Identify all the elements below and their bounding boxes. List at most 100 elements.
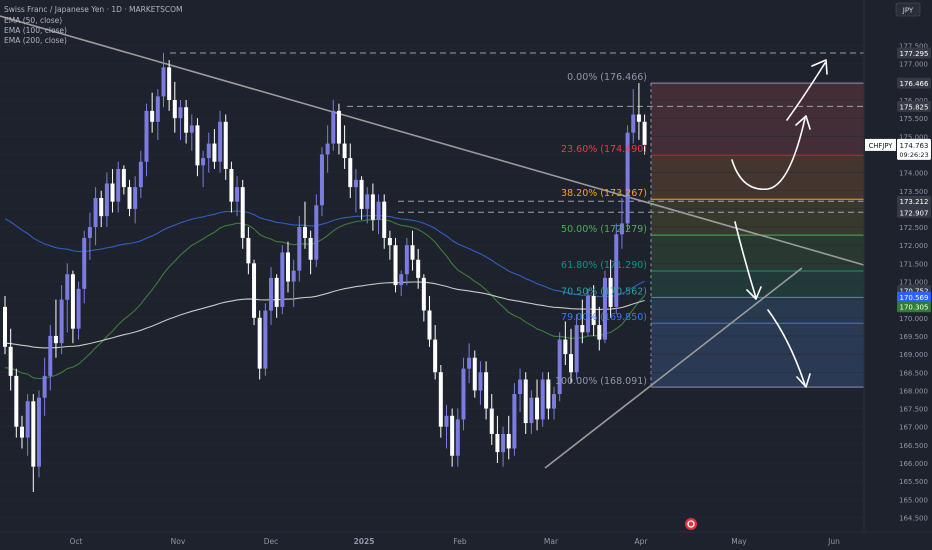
candle-body xyxy=(286,252,290,282)
currency-button-box[interactable] xyxy=(895,2,921,17)
ascending-trendline[interactable] xyxy=(544,267,803,469)
candle-body xyxy=(257,317,262,369)
candle-body xyxy=(331,110,336,144)
price-label-text: 172.907 xyxy=(900,209,929,217)
trendlines[interactable] xyxy=(0,15,865,469)
candle-body xyxy=(540,379,545,420)
price-label-box xyxy=(897,301,931,313)
candle-body xyxy=(348,158,353,188)
time-axis[interactable]: Oct Nov Dec 2025 Feb Mar Apr May Jun xyxy=(70,537,841,546)
candle-body xyxy=(280,252,285,307)
fib-zone xyxy=(651,235,864,271)
currency-button-label[interactable]: JPY xyxy=(902,7,914,15)
bullish-swing-arrow[interactable] xyxy=(731,115,811,191)
candle-body xyxy=(608,277,613,307)
candle-body xyxy=(506,433,511,449)
candle-body xyxy=(421,277,426,311)
candle xyxy=(642,114,647,155)
candle-body xyxy=(274,277,279,307)
bullish-target-arrow-head[interactable] xyxy=(811,59,828,75)
projection-arrows[interactable] xyxy=(731,59,828,388)
indicator-ema100[interactable]: EMA (100, close) xyxy=(4,26,67,35)
bullish-swing-arrow-path[interactable] xyxy=(731,117,806,191)
candle xyxy=(195,118,200,177)
candle xyxy=(14,368,19,438)
candle xyxy=(257,310,262,380)
candle-body xyxy=(478,372,483,391)
bearish-target-arrow-head[interactable] xyxy=(796,373,811,388)
price-tick-label: 164.500 xyxy=(899,514,928,522)
bearish-target-arrow[interactable] xyxy=(767,309,811,388)
candle xyxy=(376,194,381,235)
candle xyxy=(19,415,24,449)
pullback-arrow-head[interactable] xyxy=(746,286,762,300)
candle xyxy=(359,176,364,220)
marketscom-logo-icon xyxy=(685,518,697,530)
candle-body xyxy=(416,259,421,278)
price-tick-label: 166.500 xyxy=(899,442,928,450)
time-tick-label: May xyxy=(731,537,747,546)
candle xyxy=(263,303,268,376)
candle xyxy=(218,110,223,173)
candle xyxy=(631,89,636,144)
candle xyxy=(104,172,109,228)
candle-body xyxy=(642,121,647,145)
candle xyxy=(591,285,596,336)
candle-body xyxy=(127,187,132,209)
candle xyxy=(535,379,540,431)
candle-body xyxy=(19,426,24,438)
bullish-swing-arrow-head[interactable] xyxy=(795,115,811,130)
candle-body xyxy=(223,121,228,169)
candle-body xyxy=(461,368,466,420)
candle-body xyxy=(93,198,98,228)
price-tick-label: 171.500 xyxy=(899,260,928,268)
candle-body xyxy=(325,143,330,155)
candle-body xyxy=(269,277,274,311)
time-tick-label: Oct xyxy=(70,537,83,546)
indicator-ema200[interactable]: EMA (200, close) xyxy=(4,36,67,45)
candle-body xyxy=(535,397,540,420)
pullback-arrow-path[interactable] xyxy=(734,221,757,299)
candle-body xyxy=(314,205,319,260)
fib-level-label: 38.20% (173.267) xyxy=(561,188,647,199)
candle-body xyxy=(82,237,87,289)
bullish-target-arrow-path[interactable] xyxy=(786,62,826,121)
price-label: 176.466 xyxy=(897,77,931,89)
price-tick-label: 170.000 xyxy=(899,315,928,323)
candle xyxy=(48,325,53,391)
candle-body xyxy=(591,296,596,326)
price-label-box xyxy=(897,77,931,89)
candle xyxy=(212,129,217,169)
indicator-ema50[interactable]: EMA (50, close) xyxy=(4,16,62,25)
candle-body xyxy=(133,187,138,209)
candle xyxy=(365,187,370,224)
candle xyxy=(116,161,121,213)
horizontal-levels[interactable] xyxy=(170,52,864,213)
candle xyxy=(252,259,257,326)
descending-trendline[interactable] xyxy=(0,15,865,266)
bullish-target-arrow[interactable] xyxy=(786,59,828,121)
candle-body xyxy=(495,433,500,453)
price-label: 170.569 xyxy=(897,291,931,303)
candle xyxy=(274,274,279,318)
bearish-target-arrow-path[interactable] xyxy=(767,309,806,386)
candle-body xyxy=(574,325,579,373)
candle xyxy=(552,386,557,420)
candle xyxy=(523,372,528,434)
pullback-arrow[interactable] xyxy=(734,221,762,300)
candle xyxy=(155,89,160,140)
currency-button[interactable]: JPY xyxy=(895,2,921,17)
fibonacci-labels: 0.00% (176.466) 23.60% (174.490) 38.20% (1… xyxy=(555,72,647,387)
candle-body xyxy=(450,415,455,456)
candle xyxy=(399,270,404,297)
candle xyxy=(3,296,7,355)
candle-body xyxy=(427,310,432,340)
candle-body xyxy=(99,198,104,217)
ema200-line xyxy=(4,281,645,349)
candle-body xyxy=(342,143,347,159)
candle-body xyxy=(172,100,177,119)
candle xyxy=(546,372,551,420)
fibonacci-retracement[interactable] xyxy=(650,82,864,388)
candle-body xyxy=(370,194,375,220)
